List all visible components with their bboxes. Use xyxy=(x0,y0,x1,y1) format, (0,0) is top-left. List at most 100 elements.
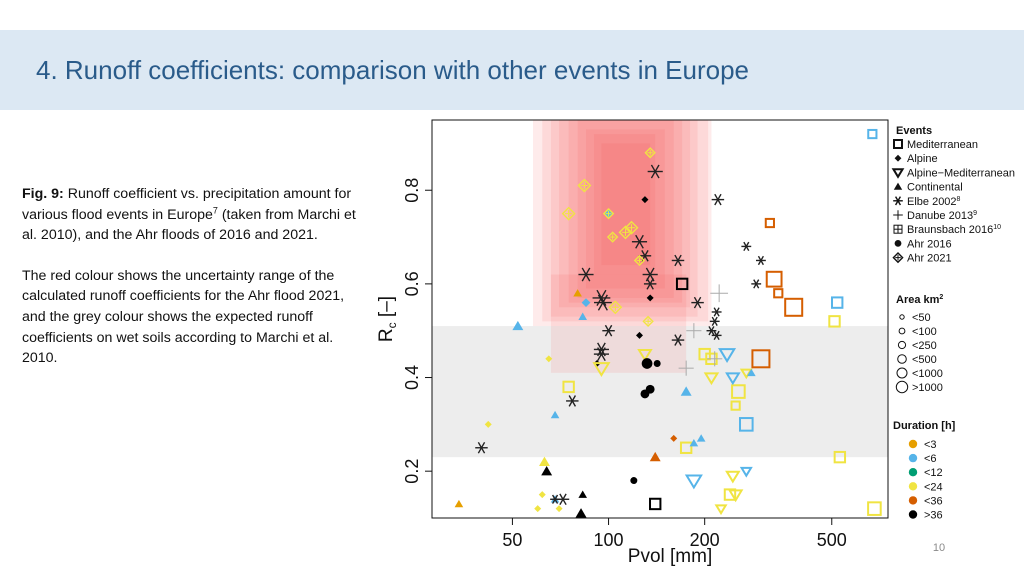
point-elbe-2002-1 xyxy=(711,193,725,206)
point-mediterranean-14 xyxy=(867,501,882,516)
legend-event-label-8: Ahr 2021 xyxy=(907,253,952,265)
caption-text-end: (taken from Marchi et al. 2010), and the… xyxy=(22,206,356,244)
point-alpine-mediterranean-8 xyxy=(592,362,611,378)
legend-area-label-1: <100 xyxy=(912,326,937,338)
point-mediterranean-7 xyxy=(562,380,575,394)
point-elbe-2002-3 xyxy=(741,241,752,252)
uncertainty-range-9 xyxy=(550,274,687,373)
legend-duration-label-2: <12 xyxy=(924,467,943,479)
point-ahr-2016-1 xyxy=(653,359,661,367)
legend-event-label-0: Mediterranean xyxy=(907,139,978,151)
point-mediterranean-4 xyxy=(828,315,841,328)
y-tick-label-0.8: 0.8 xyxy=(402,178,422,203)
legend-duration-label-3: <24 xyxy=(924,481,943,493)
x-tick-label-50: 50 xyxy=(502,530,522,550)
figure-caption: Fig. 9: Runoff coefficient vs. precipita… xyxy=(22,184,357,389)
uncertainty-range-2 xyxy=(550,120,698,317)
point-continental-6 xyxy=(696,434,706,442)
legend-area-label-5: >1000 xyxy=(912,382,943,394)
legend-duration-label-0: <3 xyxy=(924,439,937,451)
figure-label: Fig. 9: xyxy=(22,186,64,202)
x-axis-title: Pvol [mm] xyxy=(628,546,712,567)
legend-duration-label-1: <6 xyxy=(924,453,937,465)
point-alpine-mediterranean-7 xyxy=(703,372,720,386)
point-mediterranean-10 xyxy=(739,417,754,432)
legend-event-label-2: Alpine−Mediterranean xyxy=(907,167,1015,179)
legend-event-label-1: Alpine xyxy=(907,153,938,165)
uncertainty-range-0 xyxy=(533,120,712,327)
point-alpine-mediterranean-5 xyxy=(714,504,728,516)
legend-area-symbol-0 xyxy=(899,314,905,320)
legend-duration-dot-1 xyxy=(908,453,918,463)
y-axis-title: Rc [–] xyxy=(376,296,399,342)
point-mediterranean-0 xyxy=(867,128,878,140)
point-continental-11 xyxy=(578,490,588,498)
legend-area-symbol-1 xyxy=(898,327,906,335)
point-alpine-mediterranean-4 xyxy=(727,489,744,503)
uncertainty-range-3 xyxy=(559,120,691,308)
point-alpine-mediterranean-1 xyxy=(725,372,741,386)
legend-events-title: Events xyxy=(896,125,932,137)
point-mediterranean-15 xyxy=(723,488,737,501)
legend-symbol-2 xyxy=(891,168,905,179)
point-danube-2013-1 xyxy=(686,323,702,339)
point-continental-12 xyxy=(575,508,587,518)
point-elbe-2002-5 xyxy=(671,254,685,267)
legend-area-label-0: <50 xyxy=(912,312,931,324)
point-ahr-2021-3 xyxy=(561,206,576,221)
point-mediterranean-12 xyxy=(833,450,847,464)
point-mediterranean-2 xyxy=(675,277,689,291)
point-continental-9 xyxy=(539,456,550,466)
caption-text: Runoff coefficient vs. precipitation amo… xyxy=(22,186,352,223)
legend-symbol-3 xyxy=(893,182,903,190)
point-mediterranean-11 xyxy=(679,441,693,454)
point-ahr-2021-0 xyxy=(644,147,656,159)
legend-area-symbol-2 xyxy=(897,340,907,350)
plot-frame xyxy=(431,119,889,519)
point-elbe-2002-19 xyxy=(671,334,685,346)
legend-duration-label-5: >36 xyxy=(924,510,943,522)
point-alpine-mediterranean-3 xyxy=(725,470,741,484)
point-elbe-2002-12 xyxy=(594,294,612,311)
legend-symbol-4 xyxy=(893,196,903,206)
point-elbe-2002-7 xyxy=(578,267,594,282)
legend-duration-dot-4 xyxy=(908,496,918,505)
point-ahr-2021-2 xyxy=(602,207,615,220)
point-alpine-mediterranean-0 xyxy=(718,348,737,363)
x-tick-label-100: 100 xyxy=(594,530,624,550)
x-tick-label-200: 200 xyxy=(690,530,720,550)
point-elbe-2002-22 xyxy=(566,395,579,407)
point-alpine-mediterranean-2 xyxy=(684,474,703,490)
legend-symbol-6 xyxy=(893,224,903,234)
point-continental-7 xyxy=(747,368,756,377)
legend-duration-dot-3 xyxy=(908,482,918,491)
point-alpine-6 xyxy=(670,434,678,442)
point-elbe-2002-21 xyxy=(593,347,609,362)
point-elbe-2002-9 xyxy=(751,279,762,289)
point-continental-2 xyxy=(573,289,582,297)
point-elbe-2002-10 xyxy=(643,278,657,290)
point-danube-2013-2 xyxy=(678,360,694,376)
point-continental-3 xyxy=(550,410,560,419)
point-alpine-1 xyxy=(646,294,654,302)
point-alpine-4 xyxy=(545,355,553,363)
point-mediterranean-16 xyxy=(765,270,783,288)
uncertainty-range-7 xyxy=(593,134,656,275)
point-alpine-9 xyxy=(538,491,546,499)
point-mediterranean-18 xyxy=(784,297,804,317)
point-ahr-2021-9 xyxy=(642,315,654,328)
legend-area-label-3: <500 xyxy=(912,354,937,366)
point-elbe-2002-17 xyxy=(711,330,722,341)
legend-symbol-0 xyxy=(893,139,903,149)
point-elbe-2002-14 xyxy=(711,307,722,317)
point-elbe-2002-6 xyxy=(755,255,766,266)
legend-event-label-6: Braunsbach 201610 xyxy=(907,224,1001,236)
y-tick-label-0.2: 0.2 xyxy=(402,459,422,484)
legend-symbol-7 xyxy=(894,240,902,247)
x-tick-label-500: 500 xyxy=(817,530,847,550)
point-mediterranean-1 xyxy=(764,217,775,229)
point-mediterranean-9 xyxy=(730,400,741,411)
point-alpine-2 xyxy=(636,331,643,339)
legend-area-label-2: <250 xyxy=(912,340,937,352)
